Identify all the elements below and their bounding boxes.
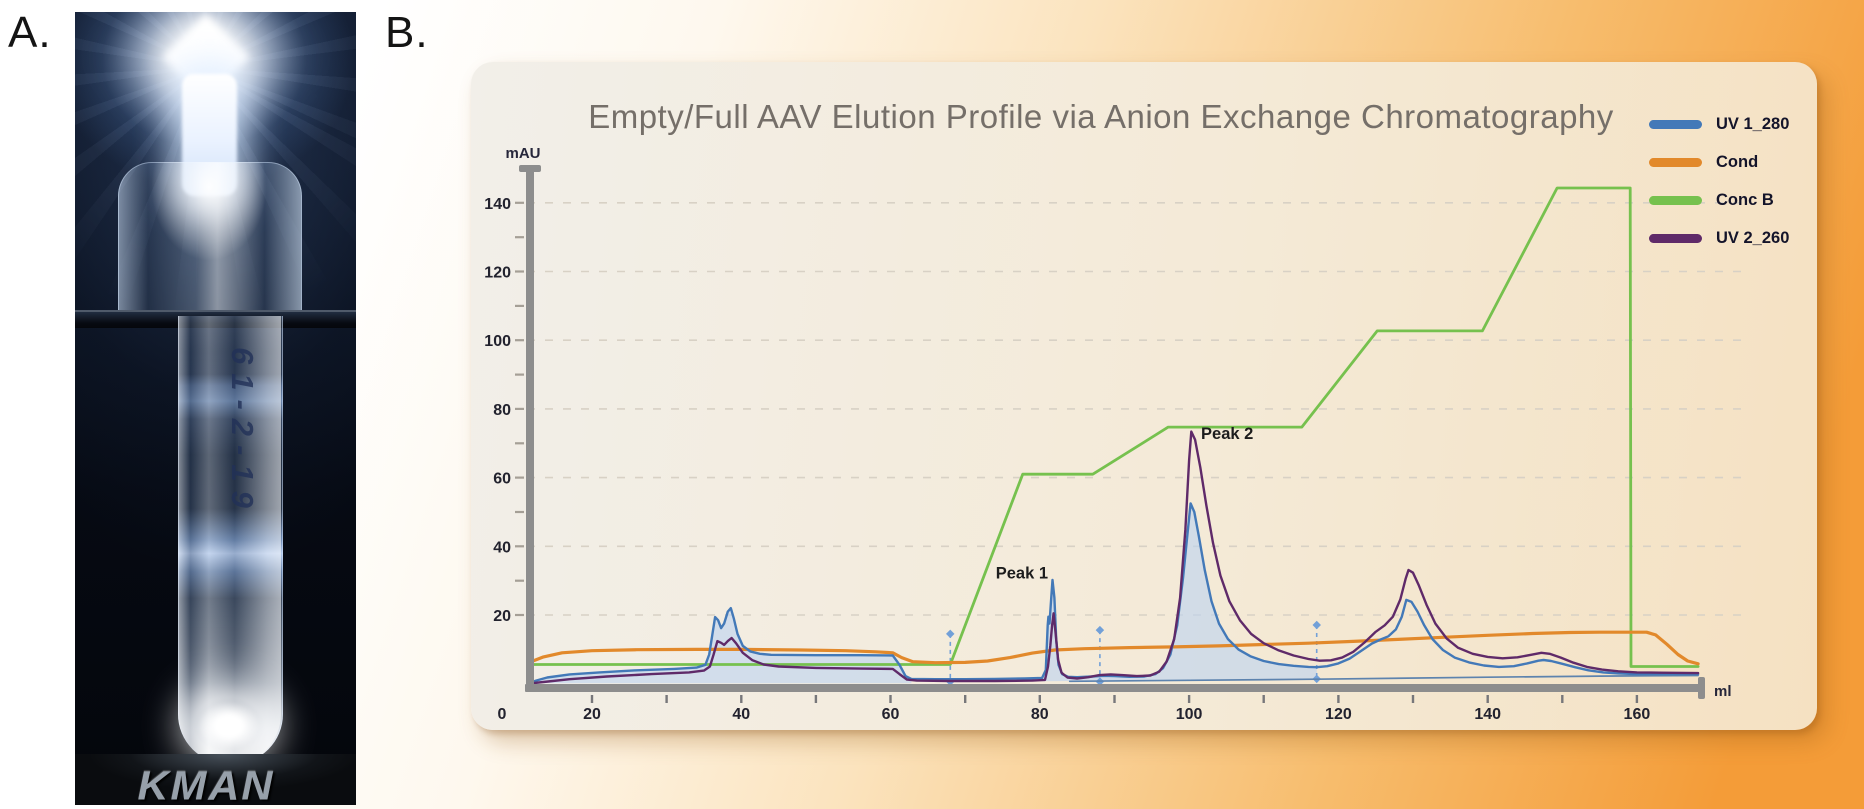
- tube-glass-reflection: [178, 316, 281, 764]
- x-tick-label: 120: [1325, 706, 1352, 723]
- legend-item-cond: Cond: [1649, 153, 1789, 171]
- fraction-marker-tip: [1312, 620, 1321, 630]
- centrifuge-base: [75, 754, 356, 805]
- x-axis-endcap: [1698, 677, 1705, 699]
- chart-card: Empty/Full AAV Elution Profile via Anion…: [471, 62, 1817, 730]
- x-tick-label: 40: [732, 706, 750, 723]
- x-axis-unit-label: ml: [1714, 683, 1732, 700]
- y-tick-label: 80: [493, 402, 511, 419]
- legend-label: UV 2_260: [1716, 229, 1790, 247]
- legend-swatch: [1649, 120, 1702, 129]
- y-tick-label: 60: [493, 471, 511, 488]
- y-tick-label: 20: [493, 608, 511, 625]
- y-tick-label: 140: [484, 196, 511, 213]
- y-axis: [526, 169, 534, 690]
- y-axis-endcap: [519, 165, 541, 172]
- tube-photo: 61-2-19 KMAN: [75, 12, 356, 805]
- series-uv-2-260: [528, 430, 1700, 685]
- series-conc-b: [528, 186, 1700, 668]
- x-tick-label: 160: [1624, 706, 1651, 723]
- fraction-marker-tip: [946, 629, 955, 639]
- uv280-area-fill: [530, 608, 912, 684]
- legend-item-uv-2-260: UV 2_260: [1649, 229, 1790, 247]
- peak-annotation: Peak 2: [1201, 425, 1253, 443]
- legend-swatch: [1649, 196, 1702, 205]
- tube-handwritten-label: 61-2-19: [225, 347, 260, 517]
- legend-label: Conc B: [1716, 191, 1774, 209]
- legend-item-uv-1-280: UV 1_280: [1649, 115, 1790, 133]
- legend-label: UV 1_280: [1716, 115, 1790, 133]
- legend-swatch: [1649, 158, 1702, 167]
- centrifuge-base-logo: KMAN: [137, 763, 275, 805]
- x-tick-label: 100: [1176, 706, 1203, 723]
- x-tick-label: 140: [1474, 706, 1501, 723]
- chart-title: Empty/Full AAV Elution Profile via Anion…: [588, 98, 1614, 135]
- fraction-marker-tip: [1095, 625, 1105, 635]
- y-tick-label: 40: [493, 539, 511, 556]
- x-axis: [525, 684, 1705, 692]
- x-tick-label: 80: [1031, 706, 1049, 723]
- x-tick-label: 0: [498, 706, 507, 723]
- tube-tip-glow: [196, 700, 262, 752]
- series-cond: [528, 630, 1700, 666]
- y-tick-label: 120: [484, 265, 511, 282]
- y-tick-label: 100: [484, 333, 511, 350]
- legend-swatch: [1649, 234, 1702, 243]
- tube-upper-cylinder-highlight: [118, 162, 300, 318]
- chart-legend: UV 1_280 Cond Conc B UV 2_260: [1649, 115, 1790, 247]
- panel-b-label: B.: [385, 8, 429, 57]
- y-axis-unit-label: mAU: [505, 145, 540, 162]
- panel-a-label: A.: [8, 8, 52, 57]
- legend-item-conc-b: Conc B: [1649, 191, 1789, 209]
- legend-label: Cond: [1716, 153, 1759, 171]
- x-tick-label: 60: [882, 706, 900, 723]
- peak-annotation: Peak 1: [996, 565, 1048, 583]
- series-uv-1-280-baseline: [1068, 674, 1699, 683]
- x-tick-label: 20: [583, 706, 601, 723]
- chromatogram-plot: 0 20 40 60 80 100 120 140 160 20 40 60 80 100 120 140 mA…: [484, 145, 1741, 723]
